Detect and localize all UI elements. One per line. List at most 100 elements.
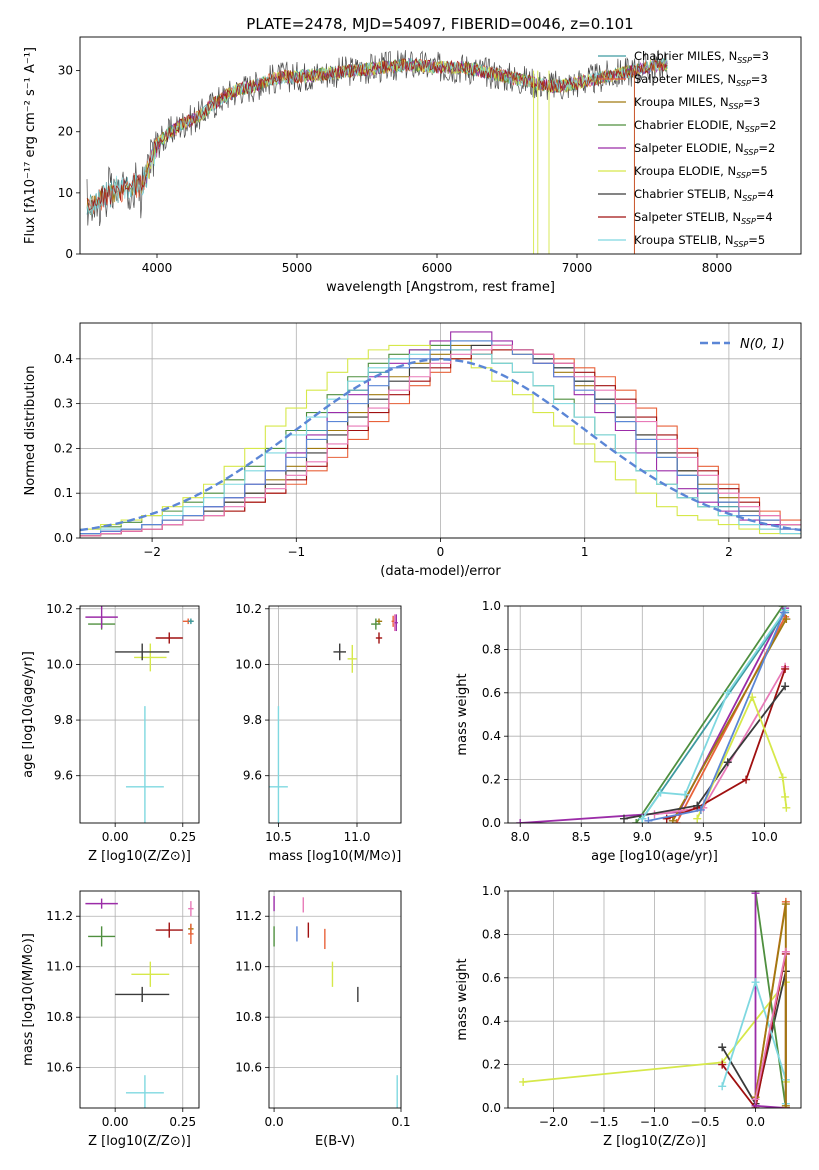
spectrum-line [86, 58, 668, 211]
y-tick-label: 11.2 [235, 909, 262, 923]
y-tick-label: 10.2 [46, 602, 73, 616]
weight-marker [718, 1082, 727, 1091]
legend-subscript: SSP [744, 148, 759, 157]
histogram-series [80, 340, 801, 535]
y-axis-label: age [log10(age/yr)] [21, 651, 36, 778]
legend-text: =4 [757, 187, 774, 201]
weight-marker [781, 900, 790, 909]
y-axis-label: mass weight [455, 958, 470, 1040]
x-axis-label: Z [log10(Z/Z⊙)] [88, 1134, 191, 1149]
x-tick-label: 11.0 [344, 830, 371, 844]
x-tick-label: 9.0 [633, 830, 652, 844]
legend-subscript: SSP [741, 217, 756, 226]
y-tick-label: 10.6 [235, 1061, 262, 1075]
y-axis-label: mass [log10(M/M⊙)] [21, 933, 36, 1066]
y-tick-label: 10.8 [46, 1010, 73, 1024]
x-axis-label: Z [log10(Z/Z⊙)] [603, 1134, 706, 1149]
weight-marker [782, 615, 791, 624]
axes-frame [79, 322, 802, 539]
panel-spectrum: 4000 5000 6000 7000 8000 0 10 20 30 wavelength [A… [23, 36, 802, 295]
legend-text: Chabrier ELODIE, N [634, 118, 745, 132]
y-tick-label: 0.3 [54, 397, 73, 411]
legend-text: =2 [758, 141, 775, 155]
weight-marker [778, 773, 787, 782]
y-axis-label: Normed distribution [23, 366, 38, 496]
y-tick-label: 0.4 [482, 1014, 501, 1028]
weight-marker [718, 1043, 727, 1052]
weight-marker [516, 819, 525, 823]
weight-marker [723, 688, 732, 697]
y-axis-label: Flux [fλ10⁻¹⁷ erg cm⁻² s⁻¹ A⁻¹] [23, 47, 38, 244]
legend-subscript: SSP [734, 240, 749, 249]
x-tick-label: 1 [581, 545, 589, 559]
legend-text: Salpeter ELODIE, N [634, 141, 744, 155]
weight-line [754, 951, 787, 1100]
weight-line [635, 606, 784, 823]
legend-entry: Kroupa ELODIE, NSSP=5 [634, 164, 768, 180]
legend-subscript: SSP [736, 171, 751, 180]
plot-area [85, 898, 194, 1108]
weight-line [520, 607, 786, 823]
y-tick-label: 0.2 [54, 441, 73, 455]
weight-line [641, 611, 786, 820]
x-tick-label: 4000 [142, 261, 173, 275]
legend-entry: Salpeter ELODIE, NSSP=2 [634, 141, 775, 157]
weight-marker [751, 1095, 760, 1104]
y-tick-label: 10.6 [46, 1061, 73, 1075]
y-tick-label: 10.2 [235, 602, 262, 616]
legend-subscript: SSP [745, 125, 760, 134]
y-tick-label: 0.0 [482, 816, 501, 830]
y-tick-label: 0.8 [482, 642, 501, 656]
x-tick-label: 7000 [562, 261, 593, 275]
figure-title: PLATE=2478, MJD=54097, FIBERID=0046, z=0… [246, 15, 633, 33]
weight-marker [696, 805, 705, 814]
x-tick-label: 8.5 [572, 830, 591, 844]
legend-text: =3 [752, 49, 769, 63]
spectrum-line [86, 49, 668, 227]
weight-marker [632, 819, 641, 823]
x-tick-label: 0.25 [169, 830, 196, 844]
y-tick-label: 11.2 [46, 909, 73, 923]
weight-marker [693, 814, 702, 823]
legend-text: Kroupa ELODIE, N [634, 164, 736, 178]
weight-marker [656, 788, 665, 797]
x-tick-label: 0.25 [169, 1115, 196, 1129]
plot-area [86, 49, 668, 254]
y-tick-label: 1.0 [482, 884, 501, 898]
legend-text: =2 [760, 118, 777, 132]
y-tick-label: 20 [58, 125, 73, 139]
legend-entry: Chabrier MILES, NSSP=3 [634, 49, 769, 65]
panel-mass_vs_Z: 0.00 0.25 10.6 10.8 11.0 11.2 Z [log10(Z/Z⊙)] m… [21, 890, 200, 1149]
x-axis-label: wavelength [Angstrom, rest frame] [326, 280, 555, 295]
weight-marker [619, 814, 628, 823]
legend-text: =3 [751, 72, 768, 86]
x-tick-label: −1.5 [589, 1115, 618, 1129]
histogram-series [80, 344, 801, 537]
x-tick-label: −2.0 [539, 1115, 568, 1129]
legend-entry: Salpeter MILES, NSSP=3 [634, 72, 768, 88]
legend-text: Chabrier MILES, N [634, 49, 737, 63]
y-tick-label: 10.0 [46, 657, 73, 671]
y-tick-label: 11.0 [46, 960, 73, 974]
x-tick-label: 10.0 [751, 830, 778, 844]
y-tick-label: 0.0 [482, 1101, 501, 1115]
y-tick-label: 11.0 [235, 960, 262, 974]
weight-marker [668, 816, 677, 823]
x-axis-label: Z [log10(Z/Z⊙)] [88, 849, 191, 864]
y-tick-label: 10.8 [235, 1010, 262, 1024]
x-tick-label: 6000 [422, 261, 453, 275]
legend-subscript: SSP [736, 79, 751, 88]
normal-curve [80, 358, 801, 532]
x-tick-label: 0.1 [391, 1115, 410, 1129]
plot-area [269, 614, 398, 823]
legend-text: Chabrier STELIB, N [634, 187, 742, 201]
y-tick-label: 0.4 [54, 352, 73, 366]
y-axis-label: mass weight [455, 673, 470, 755]
x-tick-label: −1 [287, 545, 305, 559]
axes-frame [507, 605, 802, 824]
legend-subscript: SSP [742, 194, 757, 203]
y-tick-label: 10.0 [235, 657, 262, 671]
legend-entry: Salpeter STELIB, NSSP=4 [634, 210, 773, 226]
y-tick-label: 0 [65, 247, 73, 261]
